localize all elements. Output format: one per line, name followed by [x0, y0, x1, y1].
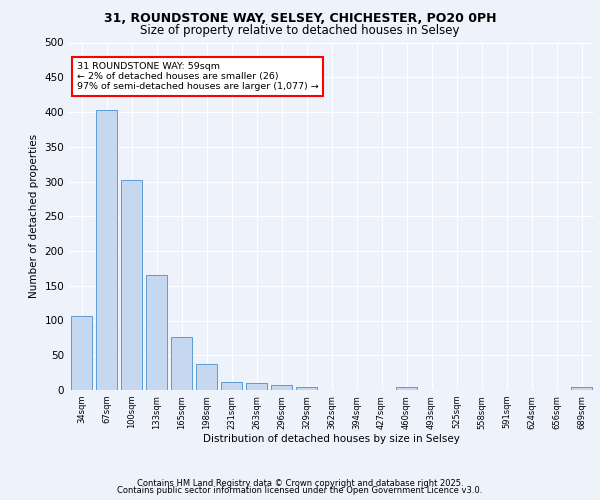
Text: Contains public sector information licensed under the Open Government Licence v3: Contains public sector information licen… [118, 486, 482, 495]
Text: 31 ROUNDSTONE WAY: 59sqm
← 2% of detached houses are smaller (26)
97% of semi-de: 31 ROUNDSTONE WAY: 59sqm ← 2% of detache… [77, 62, 319, 92]
Text: 31, ROUNDSTONE WAY, SELSEY, CHICHESTER, PO20 0PH: 31, ROUNDSTONE WAY, SELSEY, CHICHESTER, … [104, 12, 496, 26]
X-axis label: Distribution of detached houses by size in Selsey: Distribution of detached houses by size … [203, 434, 460, 444]
Bar [296, 387, 317, 390]
Bar [96, 110, 117, 390]
Bar [196, 364, 217, 390]
Bar [396, 387, 417, 390]
Bar [171, 337, 192, 390]
Bar [221, 382, 242, 390]
Text: Contains HM Land Registry data © Crown copyright and database right 2025.: Contains HM Land Registry data © Crown c… [137, 478, 463, 488]
Bar [146, 276, 167, 390]
Bar [121, 180, 142, 390]
Text: Size of property relative to detached houses in Selsey: Size of property relative to detached ho… [140, 24, 460, 37]
Bar [271, 385, 292, 390]
Bar [71, 316, 92, 390]
Y-axis label: Number of detached properties: Number of detached properties [29, 134, 39, 298]
Bar [246, 383, 267, 390]
Bar [571, 387, 592, 390]
